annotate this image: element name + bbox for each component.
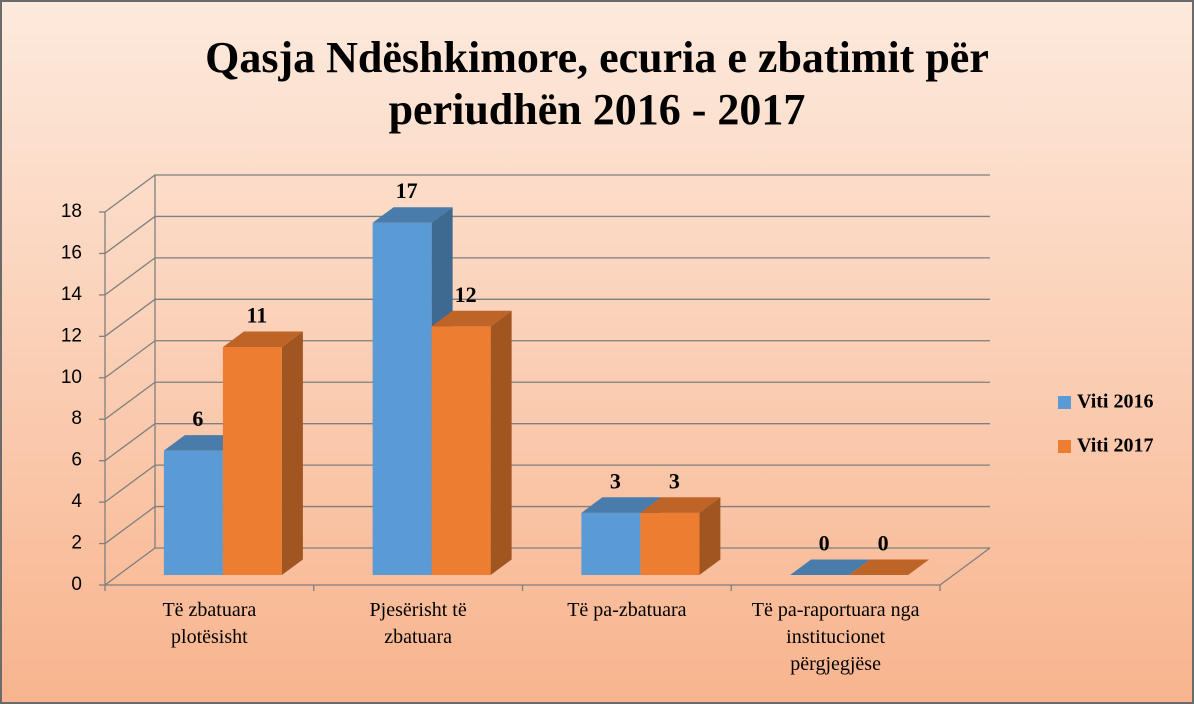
y-tick-label: 0: [71, 574, 82, 595]
bar: [222, 331, 303, 576]
bar-top: [640, 497, 721, 513]
bar: [849, 559, 930, 576]
legend-label: Viti 2016: [1077, 391, 1153, 413]
y-tick-label: 18: [61, 201, 82, 222]
data-label: 6: [192, 406, 203, 431]
floor-edge: [939, 547, 991, 586]
bar-side: [281, 331, 303, 576]
bar-top: [581, 497, 662, 513]
data-label: 11: [246, 303, 267, 328]
bar-top: [222, 331, 303, 348]
data-label: 17: [396, 178, 418, 203]
data-label: 3: [669, 468, 680, 493]
bar-top: [790, 559, 871, 576]
x-label-box: Të pa-zbatuara: [567, 599, 687, 621]
x-tick-label: Pjesërisht të zbatuara: [369, 599, 467, 648]
data-label: 0: [878, 531, 889, 556]
x-tick-label: Të pa-raportuara nga institucionet përgj…: [751, 599, 920, 675]
y-tick-label: 4: [71, 491, 82, 512]
y-tick-label: 14: [61, 284, 83, 305]
chart-title: Qasja Ndëshkimore, ecuria e zbatimit për: [205, 33, 989, 82]
bar-top: [372, 207, 453, 223]
bar: [640, 497, 721, 576]
x-label-box: Të zbatuara plotësisht: [162, 599, 257, 648]
bar-top: [849, 559, 930, 576]
bar-front: [163, 450, 223, 576]
bar-front: [222, 347, 282, 576]
bar-side: [490, 310, 512, 576]
bar-top: [431, 310, 512, 327]
bar: [431, 310, 512, 576]
legend-swatch: [1058, 396, 1071, 409]
data-label: 0: [819, 531, 830, 556]
bar-front: [581, 512, 641, 576]
bar-front: [640, 512, 700, 576]
x-tick-label: Të zbatuara plotësisht: [162, 599, 257, 648]
y-tick-label: 10: [61, 367, 82, 388]
y-tick-label: 16: [61, 242, 82, 263]
bar: [790, 559, 871, 576]
y-tick-label: 6: [71, 450, 82, 471]
data-label: 3: [610, 468, 621, 493]
data-label: 12: [455, 282, 477, 307]
chart-title: periudhën 2016 - 2017: [389, 85, 806, 134]
legend-label: Viti 2017: [1077, 435, 1153, 457]
bar-front: [431, 326, 491, 576]
y-tick-label: 2: [71, 533, 82, 554]
bar-front: [372, 222, 432, 576]
y-tick-label: 12: [61, 325, 82, 346]
x-tick-label: Të pa-zbatuara: [567, 599, 687, 621]
x-label-box: Të pa-raportuara nga institucionet përgj…: [751, 599, 920, 675]
bar-side: [699, 497, 721, 576]
legend-swatch: [1058, 440, 1071, 453]
bar: [372, 207, 453, 576]
y-tick-label: 8: [71, 408, 82, 429]
x-label-box: Pjesërisht të zbatuara: [369, 599, 467, 648]
